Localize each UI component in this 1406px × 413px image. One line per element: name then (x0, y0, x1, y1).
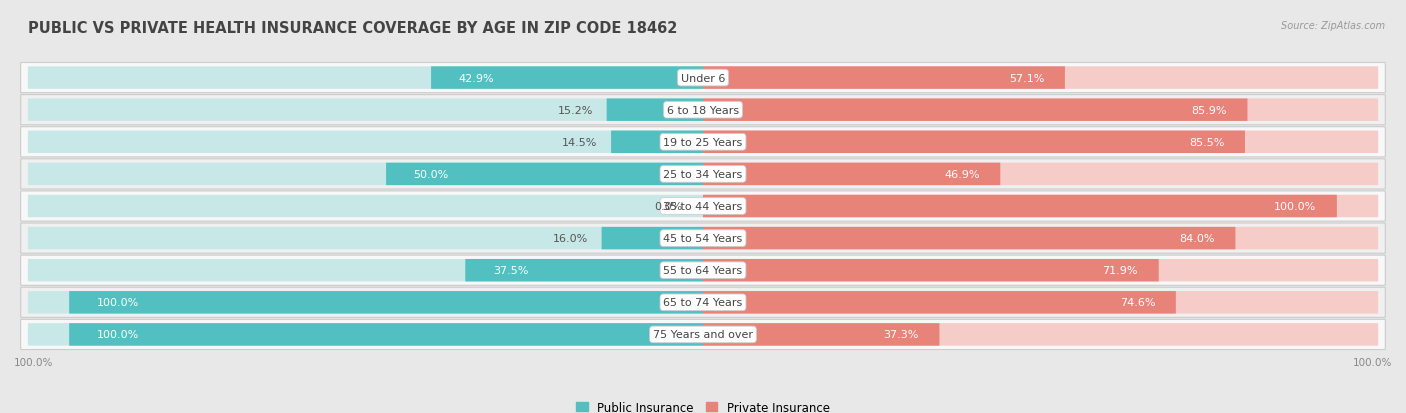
FancyBboxPatch shape (606, 99, 703, 121)
Text: 100.0%: 100.0% (97, 330, 139, 339)
Text: 100.0%: 100.0% (14, 357, 53, 367)
Text: 75 Years and over: 75 Years and over (652, 330, 754, 339)
FancyBboxPatch shape (387, 163, 703, 186)
FancyBboxPatch shape (28, 131, 703, 154)
FancyBboxPatch shape (432, 67, 703, 90)
FancyBboxPatch shape (465, 259, 703, 282)
FancyBboxPatch shape (28, 67, 703, 90)
Text: 57.1%: 57.1% (1010, 74, 1045, 83)
FancyBboxPatch shape (703, 67, 1378, 90)
Text: 42.9%: 42.9% (458, 74, 495, 83)
FancyBboxPatch shape (21, 159, 1385, 190)
Text: 37.3%: 37.3% (883, 330, 918, 339)
FancyBboxPatch shape (612, 131, 703, 154)
FancyBboxPatch shape (21, 127, 1385, 157)
Text: 0.0%: 0.0% (654, 202, 682, 211)
Text: Under 6: Under 6 (681, 74, 725, 83)
Text: 19 to 25 Years: 19 to 25 Years (664, 138, 742, 147)
FancyBboxPatch shape (28, 292, 703, 314)
Text: 6 to 18 Years: 6 to 18 Years (666, 105, 740, 115)
Text: 71.9%: 71.9% (1102, 266, 1137, 275)
FancyBboxPatch shape (21, 223, 1385, 254)
FancyBboxPatch shape (28, 195, 703, 218)
Text: 15.2%: 15.2% (558, 105, 593, 115)
FancyBboxPatch shape (703, 67, 1064, 90)
FancyBboxPatch shape (703, 323, 1378, 346)
Text: 74.6%: 74.6% (1119, 298, 1156, 308)
Text: 45 to 54 Years: 45 to 54 Years (664, 233, 742, 244)
FancyBboxPatch shape (28, 163, 703, 186)
FancyBboxPatch shape (703, 99, 1378, 121)
FancyBboxPatch shape (28, 323, 703, 346)
Text: 55 to 64 Years: 55 to 64 Years (664, 266, 742, 275)
Text: 16.0%: 16.0% (553, 233, 588, 244)
FancyBboxPatch shape (703, 323, 939, 346)
FancyBboxPatch shape (21, 320, 1385, 350)
Text: 37.5%: 37.5% (494, 266, 529, 275)
Text: 85.5%: 85.5% (1189, 138, 1225, 147)
FancyBboxPatch shape (28, 99, 703, 121)
FancyBboxPatch shape (703, 227, 1378, 250)
FancyBboxPatch shape (21, 256, 1385, 286)
Text: 100.0%: 100.0% (1353, 357, 1392, 367)
FancyBboxPatch shape (28, 259, 703, 282)
FancyBboxPatch shape (703, 99, 1247, 121)
Text: 100.0%: 100.0% (97, 298, 139, 308)
Text: PUBLIC VS PRIVATE HEALTH INSURANCE COVERAGE BY AGE IN ZIP CODE 18462: PUBLIC VS PRIVATE HEALTH INSURANCE COVER… (28, 21, 678, 36)
Text: 35 to 44 Years: 35 to 44 Years (664, 202, 742, 211)
FancyBboxPatch shape (21, 287, 1385, 318)
Text: 25 to 34 Years: 25 to 34 Years (664, 169, 742, 180)
FancyBboxPatch shape (602, 227, 703, 250)
FancyBboxPatch shape (69, 292, 703, 314)
Text: 100.0%: 100.0% (1274, 202, 1316, 211)
FancyBboxPatch shape (703, 227, 1236, 250)
FancyBboxPatch shape (21, 63, 1385, 93)
Text: Source: ZipAtlas.com: Source: ZipAtlas.com (1281, 21, 1385, 31)
FancyBboxPatch shape (703, 292, 1175, 314)
Text: 84.0%: 84.0% (1180, 233, 1215, 244)
FancyBboxPatch shape (703, 292, 1378, 314)
Text: 46.9%: 46.9% (943, 169, 980, 180)
FancyBboxPatch shape (21, 192, 1385, 221)
FancyBboxPatch shape (21, 95, 1385, 126)
FancyBboxPatch shape (28, 227, 703, 250)
FancyBboxPatch shape (703, 195, 1378, 218)
FancyBboxPatch shape (703, 131, 1244, 154)
FancyBboxPatch shape (703, 163, 1000, 186)
Text: 85.9%: 85.9% (1191, 105, 1227, 115)
FancyBboxPatch shape (69, 323, 703, 346)
Legend: Public Insurance, Private Insurance: Public Insurance, Private Insurance (576, 401, 830, 413)
FancyBboxPatch shape (703, 163, 1378, 186)
Text: 14.5%: 14.5% (562, 138, 598, 147)
FancyBboxPatch shape (703, 259, 1378, 282)
FancyBboxPatch shape (703, 259, 1159, 282)
FancyBboxPatch shape (703, 195, 1337, 218)
Text: 65 to 74 Years: 65 to 74 Years (664, 298, 742, 308)
FancyBboxPatch shape (703, 131, 1378, 154)
Text: 50.0%: 50.0% (413, 169, 449, 180)
